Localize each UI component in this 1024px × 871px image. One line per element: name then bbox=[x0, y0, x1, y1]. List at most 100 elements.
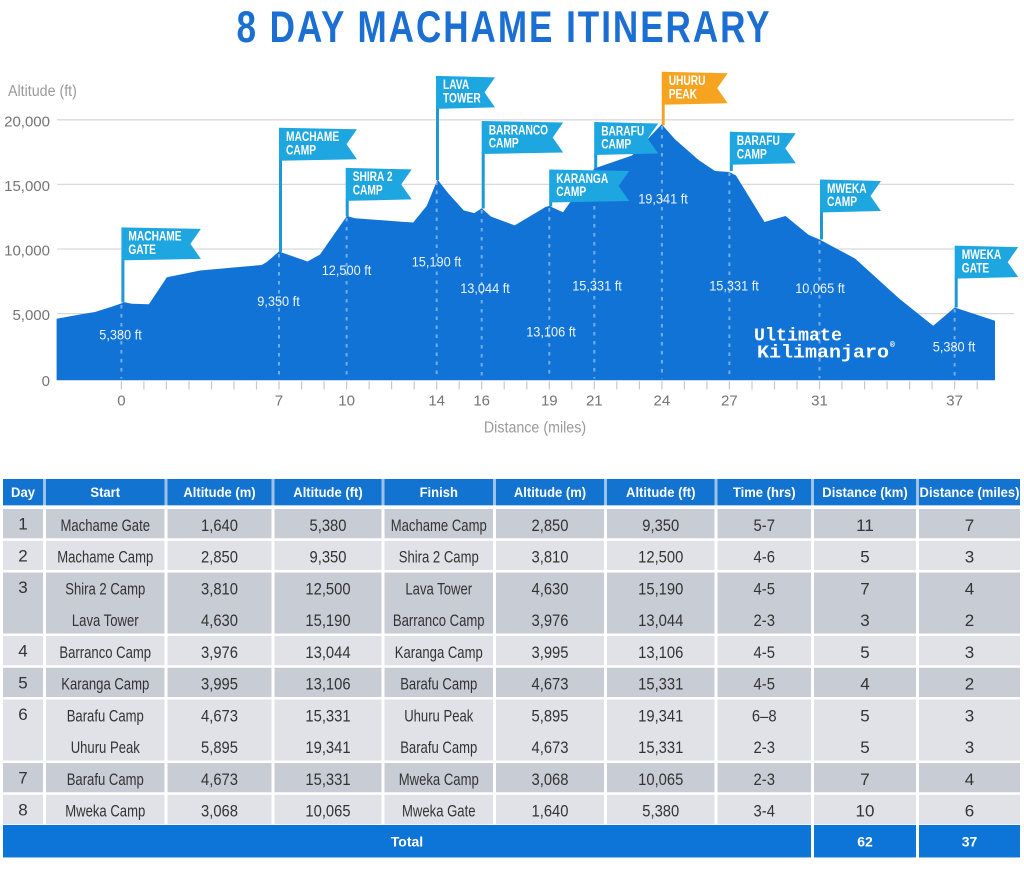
svg-text:Shira 2 Camp: Shira 2 Camp bbox=[399, 548, 479, 567]
svg-text:5,895: 5,895 bbox=[201, 738, 238, 757]
svg-text:10,065 ft: 10,065 ft bbox=[795, 280, 845, 296]
svg-text:31: 31 bbox=[811, 393, 828, 410]
svg-text:15,331: 15,331 bbox=[638, 675, 683, 694]
svg-text:13,106: 13,106 bbox=[638, 643, 683, 662]
svg-text:27: 27 bbox=[721, 393, 738, 410]
svg-text:3: 3 bbox=[965, 548, 974, 567]
svg-text:BARAFU: BARAFU bbox=[737, 133, 780, 148]
svg-text:Distance (km): Distance (km) bbox=[822, 484, 907, 500]
svg-text:4: 4 bbox=[965, 770, 974, 789]
svg-text:Lava Tower: Lava Tower bbox=[405, 579, 472, 598]
svg-text:Finish: Finish bbox=[420, 484, 458, 500]
svg-text:MWEKA: MWEKA bbox=[962, 247, 1002, 262]
svg-text:Day: Day bbox=[11, 484, 35, 500]
svg-text:Barafu Camp: Barafu Camp bbox=[67, 706, 144, 725]
svg-text:GATE: GATE bbox=[128, 242, 156, 257]
svg-text:CAMP: CAMP bbox=[556, 184, 586, 199]
svg-text:15,190: 15,190 bbox=[638, 579, 683, 598]
svg-text:CAMP: CAMP bbox=[827, 194, 857, 209]
svg-text:MACHAME: MACHAME bbox=[128, 229, 181, 244]
svg-text:2: 2 bbox=[965, 611, 974, 630]
svg-text:1: 1 bbox=[18, 515, 27, 534]
svg-text:0: 0 bbox=[117, 393, 125, 410]
svg-text:4: 4 bbox=[860, 675, 869, 694]
svg-text:3,068: 3,068 bbox=[201, 802, 238, 821]
svg-text:5: 5 bbox=[860, 706, 869, 725]
svg-text:2: 2 bbox=[18, 546, 27, 565]
svg-text:Time (hrs): Time (hrs) bbox=[733, 484, 796, 500]
svg-text:4,630: 4,630 bbox=[201, 611, 238, 630]
svg-text:10: 10 bbox=[338, 393, 355, 410]
svg-text:5,380: 5,380 bbox=[642, 802, 679, 821]
svg-text:Distance (miles): Distance (miles) bbox=[484, 420, 586, 437]
svg-text:0: 0 bbox=[42, 373, 50, 390]
svg-text:Karanga Camp: Karanga Camp bbox=[61, 675, 149, 694]
svg-text:Altitude (ft): Altitude (ft) bbox=[626, 484, 695, 500]
svg-text:®: ® bbox=[890, 341, 895, 350]
svg-text:Distance (miles): Distance (miles) bbox=[920, 484, 1020, 500]
svg-text:4,673: 4,673 bbox=[201, 706, 238, 725]
svg-text:5,380 ft: 5,380 ft bbox=[99, 327, 142, 343]
svg-text:4,673: 4,673 bbox=[532, 738, 569, 757]
svg-text:Machame Camp: Machame Camp bbox=[391, 516, 487, 535]
svg-text:5-7: 5-7 bbox=[754, 516, 775, 535]
svg-text:8: 8 bbox=[18, 800, 27, 819]
svg-text:15,000: 15,000 bbox=[4, 178, 50, 195]
svg-text:2,850: 2,850 bbox=[201, 548, 238, 567]
svg-text:SHIRA 2: SHIRA 2 bbox=[353, 169, 393, 184]
svg-text:Mweka Camp: Mweka Camp bbox=[65, 802, 145, 821]
svg-text:Machame Gate: Machame Gate bbox=[61, 516, 151, 535]
svg-text:4,673: 4,673 bbox=[532, 675, 569, 694]
svg-text:2-3: 2-3 bbox=[754, 770, 775, 789]
svg-text:Shira 2 Camp: Shira 2 Camp bbox=[65, 579, 145, 598]
svg-text:12,500: 12,500 bbox=[305, 579, 350, 598]
svg-text:4-5: 4-5 bbox=[754, 579, 775, 598]
svg-text:BARRANCO: BARRANCO bbox=[489, 122, 548, 137]
svg-text:Barranco Camp: Barranco Camp bbox=[59, 643, 151, 662]
svg-text:6: 6 bbox=[965, 802, 974, 821]
svg-text:Karanga Camp: Karanga Camp bbox=[395, 643, 483, 662]
svg-text:Altitude (ft): Altitude (ft) bbox=[293, 484, 362, 500]
svg-text:4,630: 4,630 bbox=[532, 579, 569, 598]
svg-text:2,850: 2,850 bbox=[532, 516, 569, 535]
svg-text:Mweka Gate: Mweka Gate bbox=[402, 802, 476, 821]
svg-text:15,331: 15,331 bbox=[638, 738, 683, 757]
svg-text:7: 7 bbox=[275, 393, 283, 410]
svg-text:CAMP: CAMP bbox=[353, 183, 383, 198]
svg-text:1,640: 1,640 bbox=[201, 516, 238, 535]
svg-text:7: 7 bbox=[18, 769, 27, 788]
svg-text:10: 10 bbox=[856, 802, 875, 821]
svg-text:9,350: 9,350 bbox=[642, 516, 679, 535]
svg-text:Barafu Camp: Barafu Camp bbox=[400, 738, 477, 757]
svg-text:7: 7 bbox=[965, 516, 974, 535]
svg-text:5: 5 bbox=[860, 738, 869, 757]
svg-text:5,380 ft: 5,380 ft bbox=[933, 339, 976, 355]
svg-text:62: 62 bbox=[857, 833, 873, 849]
svg-text:15,331 ft: 15,331 ft bbox=[709, 278, 759, 294]
svg-text:Barranco Camp: Barranco Camp bbox=[393, 611, 485, 630]
svg-text:37: 37 bbox=[962, 833, 978, 849]
svg-text:1,640: 1,640 bbox=[532, 802, 569, 821]
svg-text:Ultimate: Ultimate bbox=[754, 326, 842, 347]
svg-text:Altitude (m): Altitude (m) bbox=[183, 484, 255, 500]
svg-text:3: 3 bbox=[965, 738, 974, 757]
svg-text:37: 37 bbox=[946, 393, 963, 410]
svg-text:3: 3 bbox=[18, 578, 27, 597]
svg-text:3,976: 3,976 bbox=[201, 643, 238, 662]
svg-text:Altitude (m): Altitude (m) bbox=[514, 484, 586, 500]
svg-text:4: 4 bbox=[18, 642, 27, 661]
svg-text:15,190 ft: 15,190 ft bbox=[412, 254, 462, 270]
svg-text:6–8: 6–8 bbox=[752, 706, 777, 725]
svg-text:11: 11 bbox=[856, 516, 874, 535]
svg-text:21: 21 bbox=[586, 393, 603, 410]
svg-text:CAMP: CAMP bbox=[489, 136, 519, 151]
svg-text:Barafu Camp: Barafu Camp bbox=[400, 675, 477, 694]
svg-text:3,995: 3,995 bbox=[201, 675, 238, 694]
svg-text:TOWER: TOWER bbox=[443, 91, 481, 106]
svg-text:2: 2 bbox=[965, 675, 974, 694]
svg-text:3-4: 3-4 bbox=[754, 802, 775, 821]
svg-text:8 DAY MACHAME ITINERARY: 8 DAY MACHAME ITINERARY bbox=[237, 3, 772, 52]
svg-text:CAMP: CAMP bbox=[737, 146, 767, 161]
svg-text:19,341: 19,341 bbox=[638, 706, 683, 725]
svg-text:MACHAME: MACHAME bbox=[286, 129, 339, 144]
